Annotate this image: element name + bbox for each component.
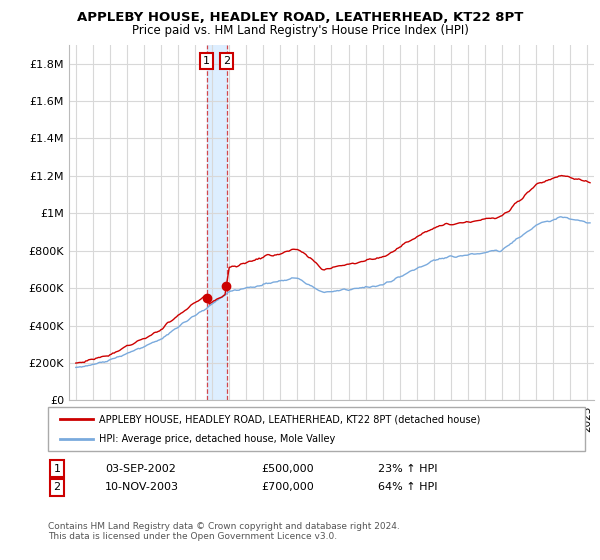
Text: 2: 2 — [53, 482, 61, 492]
Text: 23% ↑ HPI: 23% ↑ HPI — [378, 464, 437, 474]
Text: Price paid vs. HM Land Registry's House Price Index (HPI): Price paid vs. HM Land Registry's House … — [131, 24, 469, 36]
Text: £500,000: £500,000 — [261, 464, 314, 474]
Text: £700,000: £700,000 — [261, 482, 314, 492]
Text: 1: 1 — [203, 56, 210, 66]
Text: 03-SEP-2002: 03-SEP-2002 — [105, 464, 176, 474]
Text: APPLEBY HOUSE, HEADLEY ROAD, LEATHERHEAD, KT22 8PT (detached house): APPLEBY HOUSE, HEADLEY ROAD, LEATHERHEAD… — [99, 414, 481, 424]
Text: 10-NOV-2003: 10-NOV-2003 — [105, 482, 179, 492]
Text: 1: 1 — [53, 464, 61, 474]
Text: Contains HM Land Registry data © Crown copyright and database right 2024.
This d: Contains HM Land Registry data © Crown c… — [48, 522, 400, 542]
Text: HPI: Average price, detached house, Mole Valley: HPI: Average price, detached house, Mole… — [99, 433, 335, 444]
Bar — [206, 45, 227, 400]
Text: 2: 2 — [223, 56, 230, 66]
Text: APPLEBY HOUSE, HEADLEY ROAD, LEATHERHEAD, KT22 8PT: APPLEBY HOUSE, HEADLEY ROAD, LEATHERHEAD… — [77, 11, 523, 24]
Text: 64% ↑ HPI: 64% ↑ HPI — [378, 482, 437, 492]
